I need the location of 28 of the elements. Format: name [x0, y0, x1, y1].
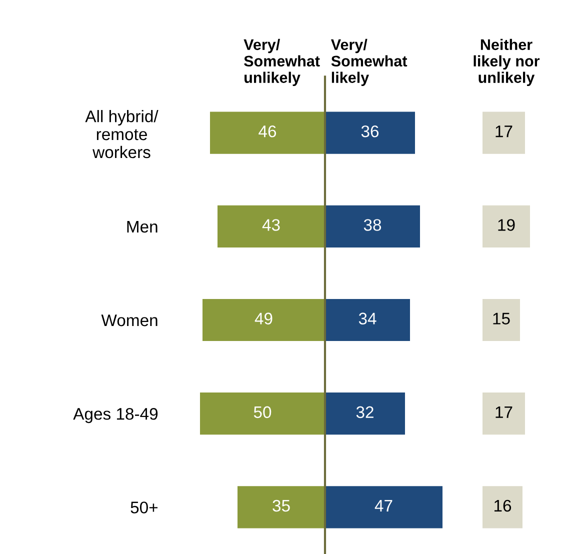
y-tick-label: Men: [127, 220, 158, 233]
data-label: 43: [262, 219, 280, 231]
y-tick-label: All hybrid/ remote workers: [85, 110, 158, 158]
data-label: 49: [254, 312, 272, 324]
data-label: 47: [374, 500, 392, 512]
bar: [482, 205, 530, 248]
data-label: 32: [356, 406, 374, 418]
data-label: 17: [496, 126, 512, 138]
y-tick-label: 50+: [130, 502, 158, 514]
data-label: 34: [358, 312, 376, 324]
data-label: 50: [254, 406, 272, 418]
series-label: Very/ Somewhat unlikely: [244, 38, 320, 86]
data-label: 38: [364, 219, 382, 231]
data-label: 15: [493, 312, 510, 324]
y-tick-label: Ages 18-49: [73, 408, 158, 424]
series-label: Very/ Somewhat likely: [330, 38, 408, 86]
data-label: 35: [272, 500, 290, 512]
data-label: 16: [494, 500, 512, 512]
bar: [482, 486, 522, 528]
y-tick-label: Women: [101, 314, 158, 326]
bar: [482, 112, 525, 154]
data-label: 36: [361, 125, 379, 138]
data-label: 46: [258, 125, 276, 138]
data-label: 19: [498, 219, 515, 231]
data-label: 17: [496, 406, 512, 418]
series-label: Neither likely nor unlikely: [474, 38, 540, 86]
bar: [482, 298, 520, 342]
bar: [482, 392, 525, 435]
